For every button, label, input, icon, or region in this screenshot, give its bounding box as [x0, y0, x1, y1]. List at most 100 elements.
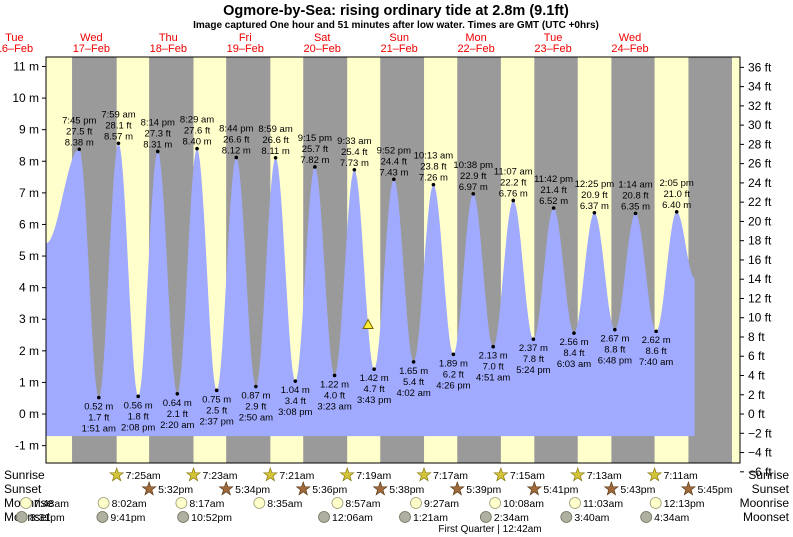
high-tide-m: 6.52 m	[539, 196, 568, 207]
row-label-sunrise: Sunrise	[4, 468, 45, 482]
low-tide-m: 1.65 m	[399, 366, 428, 377]
high-tide-time: 9:15 pm	[298, 133, 332, 144]
low-tide-ft: 6.2 ft	[443, 369, 464, 380]
left-tick-label: 7 m	[19, 186, 39, 200]
high-tide-m: 6.97 m	[459, 182, 488, 193]
low-tide-m: 1.04 m	[281, 385, 310, 396]
chart-title: Ogmore-by-Sea: rising ordinary tide at 2…	[223, 3, 569, 19]
moonset-time: 8:31pm	[30, 512, 65, 524]
row-label-moonrise-right: Moonrise	[740, 496, 790, 510]
sunrise-icon	[416, 466, 432, 482]
right-tick-label: 12 ft	[748, 291, 772, 305]
row-label-sunset: Sunset	[4, 482, 42, 496]
left-tick-label: -1 m	[15, 439, 39, 453]
high-tide-point	[313, 165, 317, 169]
left-tick-label: 9 m	[19, 123, 39, 137]
day-date: 23–Feb	[534, 43, 571, 55]
moonrise-icon	[331, 497, 344, 509]
low-tide-point	[332, 373, 337, 378]
low-tide-point	[411, 360, 416, 364]
day-date: 18–Feb	[150, 43, 187, 55]
high-tide-ft: 24.4 ft	[381, 156, 408, 167]
low-tide-point	[531, 337, 536, 341]
sunset-time: 5:43pm	[620, 484, 655, 496]
low-tide-ft: 4.7 ft	[364, 384, 385, 395]
right-tick-label: −2 ft	[748, 426, 772, 440]
tide-curve	[46, 143, 695, 437]
moonset-icon	[479, 511, 492, 523]
moonrise-icon	[410, 497, 422, 509]
moonrise-icon	[569, 497, 581, 509]
high-tide-point	[674, 210, 679, 214]
moonset-time: 3:40am	[574, 512, 609, 524]
moonset-icon	[177, 511, 190, 523]
high-tide-time: 9:33 am	[337, 136, 371, 147]
day-of-week: Sun	[389, 32, 409, 44]
high-tide-point	[352, 167, 357, 172]
sunrise-icon	[185, 466, 202, 482]
low-tide-point	[293, 379, 298, 383]
sunrise-icon	[646, 466, 663, 482]
sunset-icon	[218, 480, 234, 496]
low-tide-ft: 2.9 ft	[245, 402, 266, 413]
left-tick-label: 11 m	[13, 59, 39, 73]
low-tide-m: 0.52 m	[84, 402, 113, 413]
day-headers: Tue16–FebWed17–FebThu18–FebFri19–FebSat2…	[0, 32, 649, 55]
low-tide-time: 5:24 pm	[516, 365, 550, 376]
sunrise-icon	[339, 466, 355, 482]
high-tide-point	[511, 198, 516, 203]
moonset-time: 12:06am	[332, 512, 373, 524]
low-tide-m: 0.75 m	[202, 394, 231, 405]
high-tide-time: 8:14 pm	[141, 117, 175, 128]
low-tide-ft: 2.1 ft	[167, 409, 188, 420]
day-of-week: Wed	[619, 32, 641, 44]
low-tide-m: 2.67 m	[600, 334, 629, 345]
high-tide-time: 8:44 pm	[219, 123, 253, 134]
high-tide-point	[392, 177, 396, 182]
moonset-icon	[640, 511, 653, 523]
moonrise-time: 8:17am	[189, 498, 224, 510]
low-tide-time: 4:02 am	[396, 388, 430, 399]
low-tide-time: 4:51 am	[476, 373, 510, 384]
daylight-band	[732, 57, 740, 463]
high-tide-time: 7:45 pm	[62, 115, 96, 126]
high-tide-time: 8:29 am	[180, 115, 214, 126]
low-tide-point	[491, 344, 495, 349]
moonrise-time: 8:02am	[112, 498, 147, 510]
left-tick-label: 2 m	[19, 344, 39, 358]
high-tide-point	[116, 141, 121, 146]
sunset-time: 5:36pm	[312, 484, 347, 496]
moonrise-time: 8:57am	[345, 498, 380, 510]
low-tide-ft: 8.6 ft	[646, 346, 667, 357]
day-date: 24–Feb	[611, 43, 648, 55]
high-tide-ft: 25.4 ft	[341, 147, 368, 158]
high-tide-point	[273, 155, 278, 160]
sunset-time: 5:41pm	[543, 484, 578, 496]
right-tick-label: 10 ft	[748, 311, 772, 325]
moonset-time: 9:41pm	[110, 512, 145, 524]
high-tide-m: 8.11 m	[261, 146, 289, 157]
left-tick-label: 0 m	[19, 407, 39, 421]
sunrise-time: 7:19am	[356, 470, 391, 482]
right-tick-label: 24 ft	[748, 176, 772, 190]
plot-frame	[45, 56, 741, 464]
moonset-icon	[318, 511, 330, 523]
low-tide-time: 4:26 pm	[436, 380, 470, 391]
right-tick-label: 30 ft	[748, 118, 772, 132]
high-tide-time: 7:59 am	[101, 109, 135, 120]
high-tide-m: 6.40 m	[662, 200, 691, 211]
high-tide-ft: 22.9 ft	[460, 171, 487, 182]
sunset-icon	[603, 480, 619, 496]
high-tide-m: 6.76 m	[499, 188, 528, 199]
high-tide-ft: 26.6 ft	[262, 135, 289, 146]
moonset-time: 10:52pm	[191, 512, 232, 524]
low-tide-ft: 1.7 ft	[88, 413, 109, 424]
moonrise-icon	[97, 497, 110, 509]
high-tide-m: 6.35 m	[621, 201, 650, 212]
high-tide-time: 1:14 am	[618, 179, 652, 190]
low-tide-m: 0.87 m	[241, 391, 270, 402]
low-tide-time: 3:23 am	[317, 401, 351, 412]
sunset-icon	[372, 480, 388, 496]
row-label-sunrise-right: Sunrise	[748, 468, 789, 482]
